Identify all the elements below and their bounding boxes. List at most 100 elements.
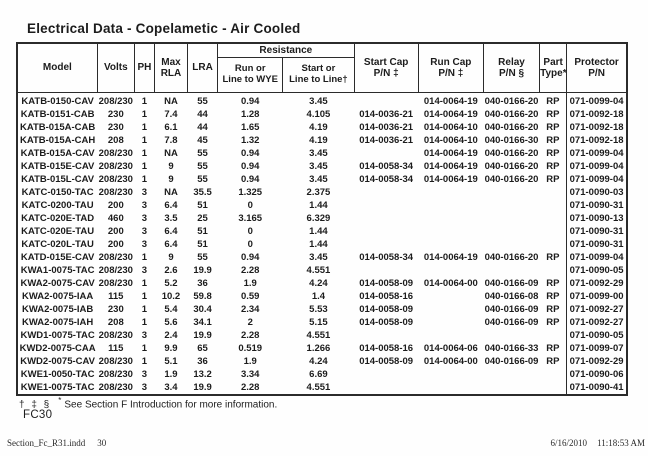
cell-run-cap-pn: 014-0064-10: [423, 122, 478, 133]
cell-run-resistance: 0.519: [238, 343, 263, 354]
cell-ph: 1: [141, 174, 148, 185]
cell-start-cap-pn: 014-0058-16: [359, 343, 414, 354]
cell-start-resistance: 3.45: [309, 174, 328, 185]
cell-volts: 200: [107, 226, 124, 237]
cell-protector-pn: 071-0099-07: [566, 342, 627, 355]
print-page-number: 30: [97, 438, 107, 448]
cell-run-resistance: 1.9: [243, 278, 257, 289]
cell-start-resistance: 1.44: [309, 239, 328, 250]
cell-volts: 208: [107, 317, 124, 328]
cell-protector-pn: 071-0090-05: [566, 329, 627, 342]
cell-start-cap-pn: [354, 381, 418, 395]
cell-run-cap-pn: 014-0064-19: [423, 161, 478, 172]
cell-ph: 3: [141, 330, 148, 341]
page-title: Electrical Data - Copelametic - Air Cool…: [27, 21, 301, 36]
cell-max-rla: 2.6: [164, 265, 178, 276]
cell-lra: 19.9: [193, 382, 212, 393]
table-row: KATB-015L-CAV 208/230 1 9 55 0.94 3.45 014-0058…: [17, 173, 627, 186]
cell-model: KATD-015E-CAV: [20, 252, 95, 263]
table-header: Model Volts PH Max RLA LRA Resistance St…: [16, 42, 628, 93]
cell-run-cap-pn: 014-0064-19: [423, 96, 478, 107]
cell-ph: 1: [141, 109, 148, 120]
cell-relay-pn: [483, 264, 539, 277]
cell-run-resistance: 1.65: [240, 122, 260, 133]
cell-relay-pn: [483, 225, 539, 238]
cell-lra: 59.8: [193, 291, 212, 302]
col-header-model: Model: [16, 42, 98, 93]
cell-model: KATB-015E-CAV: [20, 161, 95, 172]
cell-protector-pn: 071-0099-04: [566, 160, 627, 173]
col-header-part-type: Part Type*: [539, 42, 568, 93]
cell-max-rla: NA: [164, 187, 178, 198]
cell-ph: 3: [141, 226, 148, 237]
col-header-lra: LRA: [187, 42, 219, 93]
table-row: KATB-015A-CAV 208/230 1 NA 55 0.94 3.45 014-006…: [17, 147, 627, 160]
cell-start-resistance: 3.45: [309, 252, 328, 263]
cell-lra: 55: [197, 96, 208, 107]
cell-max-rla: 2.4: [164, 330, 178, 341]
cell-start-resistance: 3.45: [309, 161, 328, 172]
cell-protector-pn: 071-0090-31: [566, 225, 627, 238]
cell-lra: 44: [197, 109, 208, 120]
cell-start-resistance: 3.45: [309, 96, 328, 107]
cell-max-rla: 5.4: [164, 304, 178, 315]
cell-run-resistance: 0: [247, 226, 253, 237]
table-row: KATC-020E-TAU 200 3 6.4 51 0 1.44 071-0090-31: [17, 225, 627, 238]
cell-run-resistance: 1.28: [240, 109, 260, 120]
cell-volts: 208/230: [98, 148, 133, 159]
cell-volts: 208/230: [98, 96, 133, 107]
footnote: † ‡ § * See Section F Introduction for mor…: [19, 396, 277, 410]
cell-volts: 208/230: [98, 356, 133, 367]
cell-relay-pn: 040-0166-09: [484, 304, 539, 315]
cell-part-type: [540, 381, 567, 395]
cell-max-rla: 6.4: [164, 226, 178, 237]
cell-part-type: [540, 238, 567, 251]
cell-run-cap-pn: 014-0064-19: [423, 148, 478, 159]
cell-start-resistance: 1.266: [306, 343, 331, 354]
cell-start-cap-pn: 014-0058-09: [359, 356, 414, 367]
cell-volts: 460: [107, 213, 124, 224]
table-row: KWD2-0075-CAV 208/230 1 5.1 36 1.9 4.24 014-005…: [17, 355, 627, 368]
cell-start-resistance: 3.45: [309, 148, 328, 159]
cell-relay-pn: [483, 212, 539, 225]
cell-max-rla: 6.4: [164, 239, 178, 250]
cell-lra: 55: [197, 148, 208, 159]
print-timestamp: 6/16/2010 11:18:53 AM: [551, 438, 645, 448]
cell-lra: 36: [197, 278, 208, 289]
table-row: KWD1-0075-TAC 208/230 3 2.4 19.9 2.28 4.551 071…: [17, 329, 627, 342]
cell-part-type: RP: [546, 304, 560, 315]
cell-run-cap-pn: [418, 199, 483, 212]
print-file-info: Section_Fc_R31.indd 30: [7, 438, 106, 448]
table-row: KATB-015A-CAH 208 1 7.8 45 1.32 4.19 014-0036-2…: [17, 134, 627, 147]
cell-start-cap-pn: [354, 238, 418, 251]
cell-protector-pn: 071-0092-29: [566, 277, 627, 290]
cell-start-cap-pn: [354, 93, 418, 109]
cell-start-resistance: 5.53: [309, 304, 328, 315]
cell-protector-pn: 071-0090-31: [566, 238, 627, 251]
cell-run-cap-pn: [418, 368, 483, 381]
cell-ph: 1: [141, 356, 148, 367]
cell-model: KWD1-0075-TAC: [20, 330, 95, 341]
cell-run-resistance: 0.94: [240, 174, 260, 185]
cell-run-resistance: 2.28: [240, 382, 260, 393]
cell-relay-pn: 040-0166-20: [484, 122, 539, 133]
cell-start-cap-pn: [354, 212, 418, 225]
page-code: FC30: [23, 409, 53, 421]
cell-part-type: [540, 186, 567, 199]
cell-start-resistance: 4.24: [309, 278, 328, 289]
table-row: KATC-020E-TAD 460 3 3.5 25 3.165 6.329 071-0090…: [17, 212, 627, 225]
cell-model: KATC-0150-TAC: [21, 187, 94, 198]
cell-relay-pn: 040-0166-09: [484, 356, 539, 367]
cell-relay-pn: [483, 199, 539, 212]
cell-protector-pn: 071-0090-06: [566, 368, 627, 381]
cell-volts: 208: [107, 135, 124, 146]
cell-ph: 1: [141, 96, 148, 107]
cell-start-resistance: 4.105: [306, 109, 331, 120]
cell-run-cap-pn: [418, 329, 483, 342]
cell-lra: 13.2: [193, 369, 212, 380]
cell-start-resistance: 5.15: [309, 317, 328, 328]
cell-start-cap-pn: [354, 147, 418, 160]
cell-start-resistance: 6.329: [306, 213, 331, 224]
cell-protector-pn: 071-0090-05: [566, 264, 627, 277]
